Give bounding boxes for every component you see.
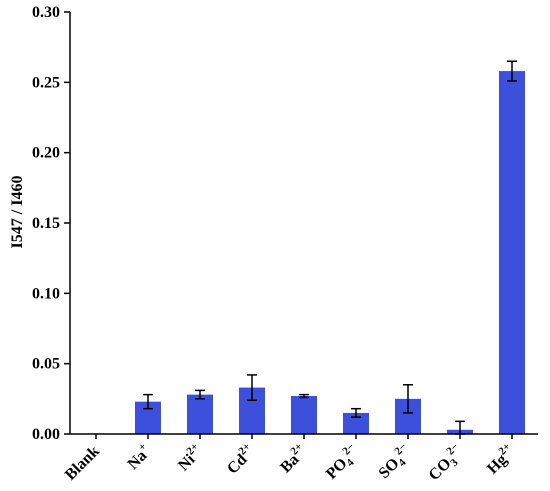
- x-category-label: PO42−: [321, 441, 365, 485]
- category-base: Blank: [62, 443, 103, 484]
- y-axis-title: I547 / I460: [9, 176, 26, 249]
- x-axis-labels: Blank Na+ Ni2+ Cd2+ Ba2+ PO42−SO42−CO32− Hg2+: [62, 434, 519, 486]
- x-category-label: SO42−: [373, 441, 417, 485]
- bar: [187, 394, 213, 434]
- x-category-label: Cd2+: [222, 441, 259, 478]
- x-category-label: Blank: [62, 443, 103, 484]
- x-category-label: Hg2+: [482, 441, 519, 478]
- x-category-label: CO32−: [423, 441, 468, 486]
- category-superscript: 2−: [444, 441, 461, 458]
- y-tick-label: 0.05: [32, 356, 60, 373]
- error-bars: [143, 60, 517, 435]
- category-superscript: 2−: [340, 441, 357, 458]
- bars: [135, 71, 525, 434]
- bar: [499, 71, 525, 434]
- y-tick-label: 0.20: [32, 145, 60, 162]
- category-superscript: 2−: [392, 441, 409, 458]
- y-tick-label: 0.30: [32, 4, 60, 21]
- y-tick-label: 0.10: [32, 285, 60, 302]
- y-tick-label: 0.15: [32, 215, 60, 232]
- bar: [343, 412, 369, 434]
- y-tick-label: 0.00: [32, 426, 60, 443]
- x-category-label: Ni2+: [173, 441, 207, 475]
- bar: [291, 396, 317, 434]
- x-category-label: Ba2+: [275, 441, 311, 477]
- x-category-label: Na+: [122, 441, 154, 473]
- y-tick-label: 0.25: [32, 74, 60, 91]
- y-axis-ticks: 0.00 0.05 0.10 0.15 0.20 0.25 0.30: [32, 4, 70, 443]
